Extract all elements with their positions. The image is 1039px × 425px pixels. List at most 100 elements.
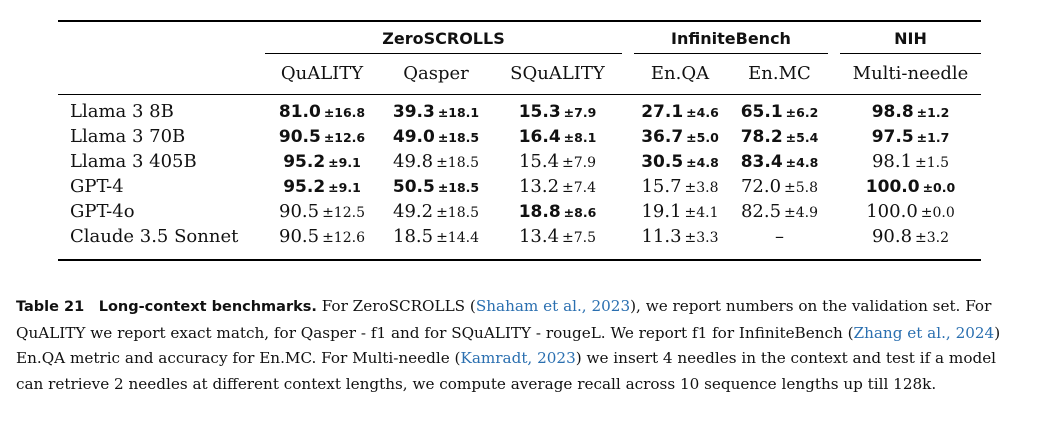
score-cell: 90.5 ±12.6 xyxy=(265,225,379,248)
group-rule-infinitebench xyxy=(634,53,828,54)
score-cell: 90.8 ±3.2 xyxy=(840,225,981,248)
model-name: Claude 3.5 Sonnet xyxy=(70,226,239,247)
table-caption: Table 21 Long-context benchmarks. For Ze… xyxy=(16,294,1026,397)
caption-text: ) En.QA metric and accuracy for En.MC. F… xyxy=(16,323,1001,368)
column-header-qasper: Qasper xyxy=(403,63,469,84)
score-stddev: ±14.4 xyxy=(436,230,479,246)
score-stddev: ±16.8 xyxy=(323,105,366,120)
score-stddev: ±4.1 xyxy=(684,205,719,221)
column-header-enmc: En.MC xyxy=(748,63,811,84)
top-rule xyxy=(58,20,981,22)
score-value: 90.8 xyxy=(871,226,913,247)
citation-link[interactable]: Kamradt, 2023 xyxy=(460,349,576,367)
score-cell: 78.2 ±5.4 xyxy=(731,125,828,148)
column-header-multi-needle: Multi-needle xyxy=(852,63,969,84)
score-value: 82.5 xyxy=(740,201,782,222)
score-value: 49.8 xyxy=(393,151,434,172)
score-stddev: ±3.3 xyxy=(684,230,719,246)
score-value: 11.3 xyxy=(641,226,682,247)
score-value: 19.1 xyxy=(641,201,682,222)
score-cell: 18.8 ±8.6 xyxy=(493,200,622,223)
score-value: 39.3 xyxy=(392,102,435,122)
model-name: GPT-4o xyxy=(70,201,135,222)
score-stddev: ±18.1 xyxy=(437,105,480,120)
score-stddev: ±9.1 xyxy=(328,180,361,195)
score-cell: 49.8 ±18.5 xyxy=(379,150,493,173)
table-row: GPT-4 95.2 ±9.1 50.5 ±18.5 13.2 ±7.4 15.7 ±3.8 72… xyxy=(58,175,981,198)
citation-link[interactable]: Shaham et al., 2023 xyxy=(475,297,631,315)
score-value: 81.0 xyxy=(278,102,321,122)
caption-text: For ZeroSCROLLS ( xyxy=(316,297,476,315)
score-stddev: ±1.2 xyxy=(916,105,950,120)
score-stddev: ±1.7 xyxy=(916,130,950,145)
score-stddev: ±7.9 xyxy=(562,155,597,171)
model-name: Llama 3 70B xyxy=(70,126,186,147)
table-row: Llama 3 8B 81.0 ±16.8 39.3 ±18.1 15.3 ±7.9 27.1… xyxy=(58,100,981,123)
score-cell: 82.5 ±4.9 xyxy=(731,200,828,223)
score-cell: 95.2 ±9.1 xyxy=(265,150,379,173)
score-cell: 97.5 ±1.7 xyxy=(840,125,981,148)
caption-label: Table 21 xyxy=(16,299,85,315)
column-header-squality: SQuALITY xyxy=(510,63,605,84)
score-value: 13.2 xyxy=(518,176,560,197)
score-cell: 18.5 ±14.4 xyxy=(379,225,493,248)
table-row: Claude 3.5 Sonnet 90.5 ±12.6 18.5 ±14.4 13.4 ±… xyxy=(58,225,981,248)
score-cell: 15.3 ±7.9 xyxy=(493,100,622,123)
score-stddev: ±5.0 xyxy=(686,130,719,145)
group-rule-zeroscrolls xyxy=(265,53,622,54)
score-cell: 72.0 ±5.8 xyxy=(731,175,828,198)
model-name: Llama 3 405B xyxy=(70,151,197,172)
score-cell: 100.0 ±0.0 xyxy=(840,200,981,223)
score-value: 15.7 xyxy=(641,176,682,197)
score-stddev: ±4.8 xyxy=(686,155,719,170)
score-cell: 27.1 ±4.6 xyxy=(634,100,726,123)
score-stddev: ±12.5 xyxy=(322,205,365,221)
score-stddev: ±12.6 xyxy=(323,130,366,145)
column-header-quality: QuALITY xyxy=(280,63,364,84)
score-stddev: ±7.9 xyxy=(563,105,597,120)
group-header-infinitebench: InfiniteBench xyxy=(671,29,791,48)
score-value: 98.8 xyxy=(871,102,914,122)
score-value: 15.3 xyxy=(518,102,561,122)
score-value: 27.1 xyxy=(641,102,684,122)
score-cell: 98.8 ±1.2 xyxy=(840,100,981,123)
score-value: 83.4 xyxy=(740,152,783,172)
score-value: 18.8 xyxy=(518,202,561,222)
score-value: 90.5 xyxy=(279,201,320,222)
score-value: 13.4 xyxy=(518,226,560,247)
score-stddev: ±7.4 xyxy=(562,180,597,196)
score-stddev: ±18.5 xyxy=(437,130,480,145)
score-value: 72.0 xyxy=(740,176,782,197)
score-stddev: ±7.5 xyxy=(562,230,597,246)
score-cell: 98.1 ±1.5 xyxy=(840,150,981,173)
score-value: 100.0 xyxy=(866,201,918,222)
caption-title: Long-context benchmarks. xyxy=(98,299,317,315)
score-stddev: ±3.2 xyxy=(915,230,950,246)
score-cell: 81.0 ±16.8 xyxy=(265,100,379,123)
score-stddev: ±6.2 xyxy=(785,105,819,120)
citation-link[interactable]: Zhang et al., 2024 xyxy=(853,323,995,342)
score-cell: 13.2 ±7.4 xyxy=(493,175,622,198)
score-value: 90.5 xyxy=(278,127,321,147)
score-stddev: ±4.9 xyxy=(784,205,819,221)
header-rule xyxy=(58,94,981,95)
model-name: GPT-4 xyxy=(70,176,124,197)
score-stddev: ±18.5 xyxy=(436,155,479,171)
score-value: 97.5 xyxy=(871,127,914,147)
score-cell: 100.0 ±0.0 xyxy=(840,175,981,198)
score-value: 36.7 xyxy=(641,127,684,147)
score-cell: 30.5 ±4.8 xyxy=(634,150,726,173)
score-stddev: ±5.8 xyxy=(784,180,819,196)
score-stddev: ±4.6 xyxy=(686,105,719,120)
score-stddev: ±9.1 xyxy=(328,155,361,170)
column-header-enqa: En.QA xyxy=(650,63,710,84)
score-value: 18.5 xyxy=(393,226,434,247)
group-rule-nih xyxy=(840,53,981,54)
score-cell: 19.1 ±4.1 xyxy=(634,200,726,223)
score-cell: 39.3 ±18.1 xyxy=(379,100,493,123)
score-cell: – xyxy=(731,225,828,248)
score-cell: 83.4 ±4.8 xyxy=(731,150,828,173)
score-stddev: ±8.6 xyxy=(563,205,597,220)
score-value: 98.1 xyxy=(871,151,913,172)
table-row: Llama 3 405B 95.2 ±9.1 49.8 ±18.5 15.4 ±7.9 30.… xyxy=(58,150,981,173)
